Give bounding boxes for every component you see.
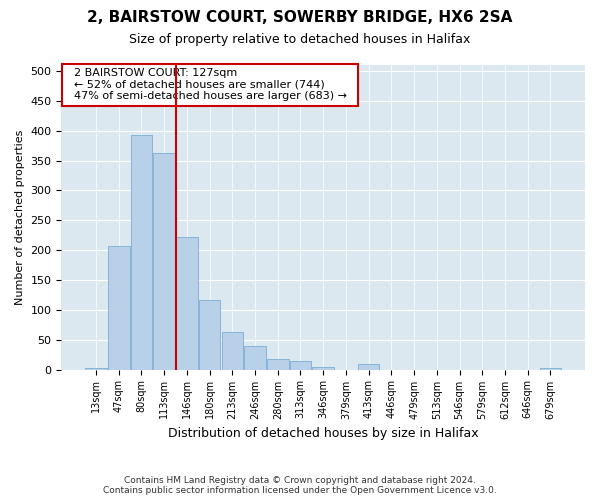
Y-axis label: Number of detached properties: Number of detached properties xyxy=(15,130,25,305)
Bar xyxy=(154,154,175,370)
Bar xyxy=(267,360,289,370)
Bar xyxy=(199,300,220,370)
Bar xyxy=(290,360,311,370)
Bar xyxy=(358,364,379,370)
Bar xyxy=(108,246,130,370)
Bar xyxy=(244,346,266,370)
X-axis label: Distribution of detached houses by size in Halifax: Distribution of detached houses by size … xyxy=(168,427,479,440)
Bar xyxy=(221,332,243,370)
Bar xyxy=(313,366,334,370)
Bar xyxy=(85,368,107,370)
Bar xyxy=(176,237,197,370)
Bar xyxy=(539,368,561,370)
Text: Contains HM Land Registry data © Crown copyright and database right 2024.
Contai: Contains HM Land Registry data © Crown c… xyxy=(103,476,497,495)
Text: 2, BAIRSTOW COURT, SOWERBY BRIDGE, HX6 2SA: 2, BAIRSTOW COURT, SOWERBY BRIDGE, HX6 2… xyxy=(88,10,512,25)
Text: Size of property relative to detached houses in Halifax: Size of property relative to detached ho… xyxy=(130,32,470,46)
Text: 2 BAIRSTOW COURT: 127sqm
  ← 52% of detached houses are smaller (744)
  47% of s: 2 BAIRSTOW COURT: 127sqm ← 52% of detach… xyxy=(67,68,353,101)
Bar xyxy=(131,135,152,370)
